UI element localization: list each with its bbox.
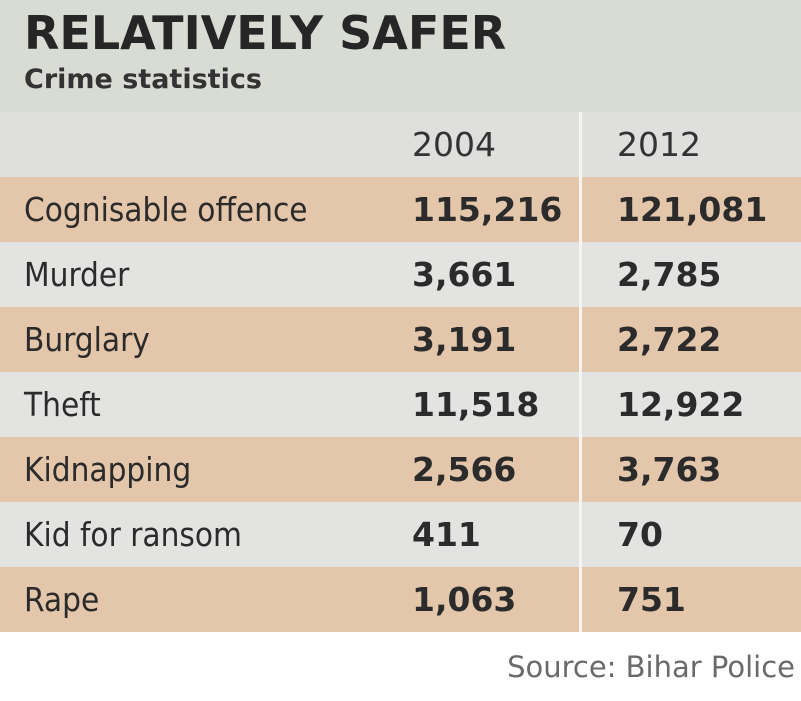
value-2012: 2,722 bbox=[617, 320, 722, 359]
table-row: Cognisable offence 115,216 121,081 bbox=[0, 177, 801, 242]
column-divider bbox=[579, 112, 582, 632]
source-note: Source: Bihar Police bbox=[507, 650, 795, 684]
table-row: Theft 11,518 12,922 bbox=[0, 372, 801, 437]
value-2004: 11,518 bbox=[412, 385, 540, 424]
value-2012: 121,081 bbox=[617, 190, 768, 229]
column-header-2004: 2004 bbox=[412, 125, 496, 164]
row-label: Kid for ransom bbox=[24, 515, 242, 554]
table-row: Murder 3,661 2,785 bbox=[0, 242, 801, 307]
value-2004: 411 bbox=[412, 515, 481, 554]
table-header-row: 2004 2012 bbox=[0, 112, 801, 177]
value-2012: 751 bbox=[617, 580, 686, 619]
value-2004: 3,191 bbox=[412, 320, 517, 359]
chart-subtitle: Crime statistics bbox=[24, 64, 262, 95]
title-banner: RELATIVELY SAFER Crime statistics bbox=[0, 0, 801, 112]
value-2004: 115,216 bbox=[412, 190, 563, 229]
value-2012: 2,785 bbox=[617, 255, 722, 294]
value-2012: 12,922 bbox=[617, 385, 745, 424]
table-row: Rape 1,063 751 bbox=[0, 567, 801, 632]
value-2004: 1,063 bbox=[412, 580, 517, 619]
row-label: Kidnapping bbox=[24, 450, 192, 489]
table-row: Kidnapping 2,566 3,763 bbox=[0, 437, 801, 502]
row-label: Burglary bbox=[24, 320, 150, 359]
crime-table: 2004 2012 Cognisable offence 115,216 121… bbox=[0, 112, 801, 632]
value-2012: 70 bbox=[617, 515, 663, 554]
chart-title: RELATIVELY SAFER bbox=[24, 6, 507, 60]
row-label: Rape bbox=[24, 580, 100, 619]
table-row: Kid for ransom 411 70 bbox=[0, 502, 801, 567]
value-2004: 3,661 bbox=[412, 255, 517, 294]
row-label: Murder bbox=[24, 255, 130, 294]
value-2004: 2,566 bbox=[412, 450, 517, 489]
value-2012: 3,763 bbox=[617, 450, 722, 489]
table-row: Burglary 3,191 2,722 bbox=[0, 307, 801, 372]
row-label: Theft bbox=[24, 385, 101, 424]
row-label: Cognisable offence bbox=[24, 190, 308, 229]
column-header-2012: 2012 bbox=[617, 125, 701, 164]
